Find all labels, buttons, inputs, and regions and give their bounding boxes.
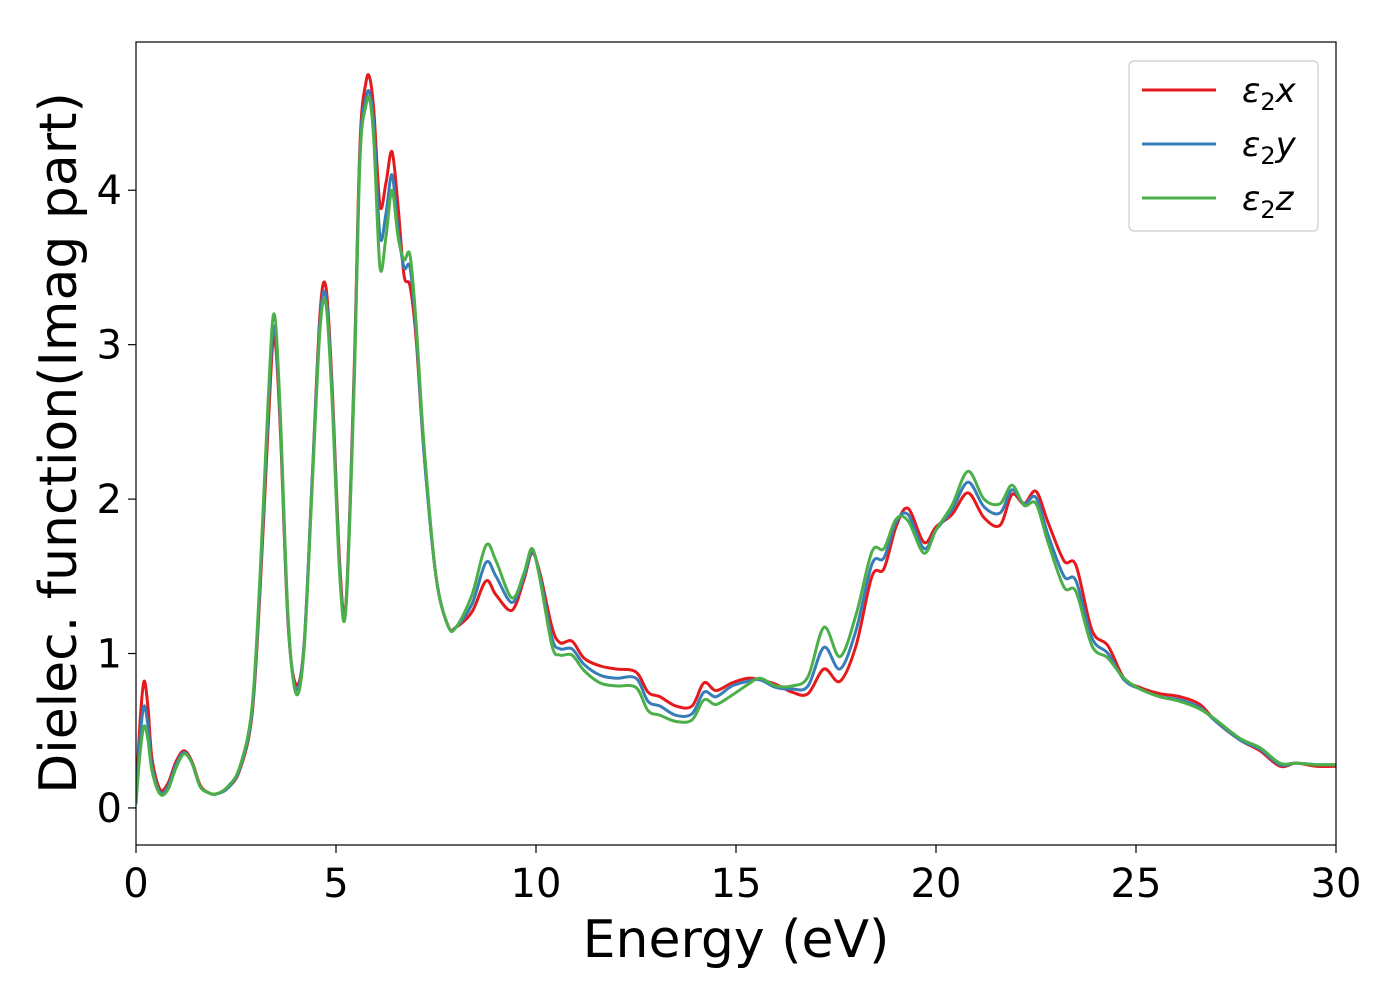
x-axis-title: Energy (eV) (583, 910, 890, 970)
x-tick-label: 5 (323, 861, 348, 907)
legend-subscript: 2 (1260, 88, 1275, 116)
series-layer (136, 73, 1336, 805)
y-tick-label: 1 (97, 632, 122, 678)
y-axis-title: Dielec. function(Imag part) (29, 92, 89, 794)
y-tick-label: 2 (97, 477, 122, 523)
legend-subscript: 2 (1260, 196, 1275, 224)
series-line-z (136, 95, 1336, 805)
y-axis: 0 1 2 3 4 (97, 168, 136, 832)
x-axis: 0 5 10 15 20 25 30 (123, 845, 1361, 907)
y-tick-label: 4 (97, 168, 122, 214)
legend-component: z (1275, 179, 1295, 219)
legend-symbol: ε (1242, 179, 1260, 219)
legend-symbol: ε (1242, 125, 1260, 165)
legend-label-z: ε2z (1242, 179, 1295, 224)
y-tick-label: 3 (97, 323, 122, 369)
x-tick-label: 10 (511, 861, 562, 907)
x-tick-label: 25 (1111, 861, 1162, 907)
x-tick-label: 30 (1311, 861, 1362, 907)
legend-frame (1128, 60, 1319, 232)
legend-component: y (1275, 125, 1297, 165)
legend-symbol: ε (1242, 71, 1260, 111)
legend-label-x: ε2x (1242, 71, 1297, 116)
x-tick-label: 0 (123, 861, 148, 907)
legend-component: x (1275, 71, 1297, 111)
y-tick-label: 0 (97, 786, 122, 832)
legend-subscript: 2 (1260, 142, 1275, 170)
x-tick-label: 15 (711, 861, 762, 907)
x-tick-label: 20 (911, 861, 962, 907)
legend-label-y: ε2y (1242, 125, 1297, 170)
